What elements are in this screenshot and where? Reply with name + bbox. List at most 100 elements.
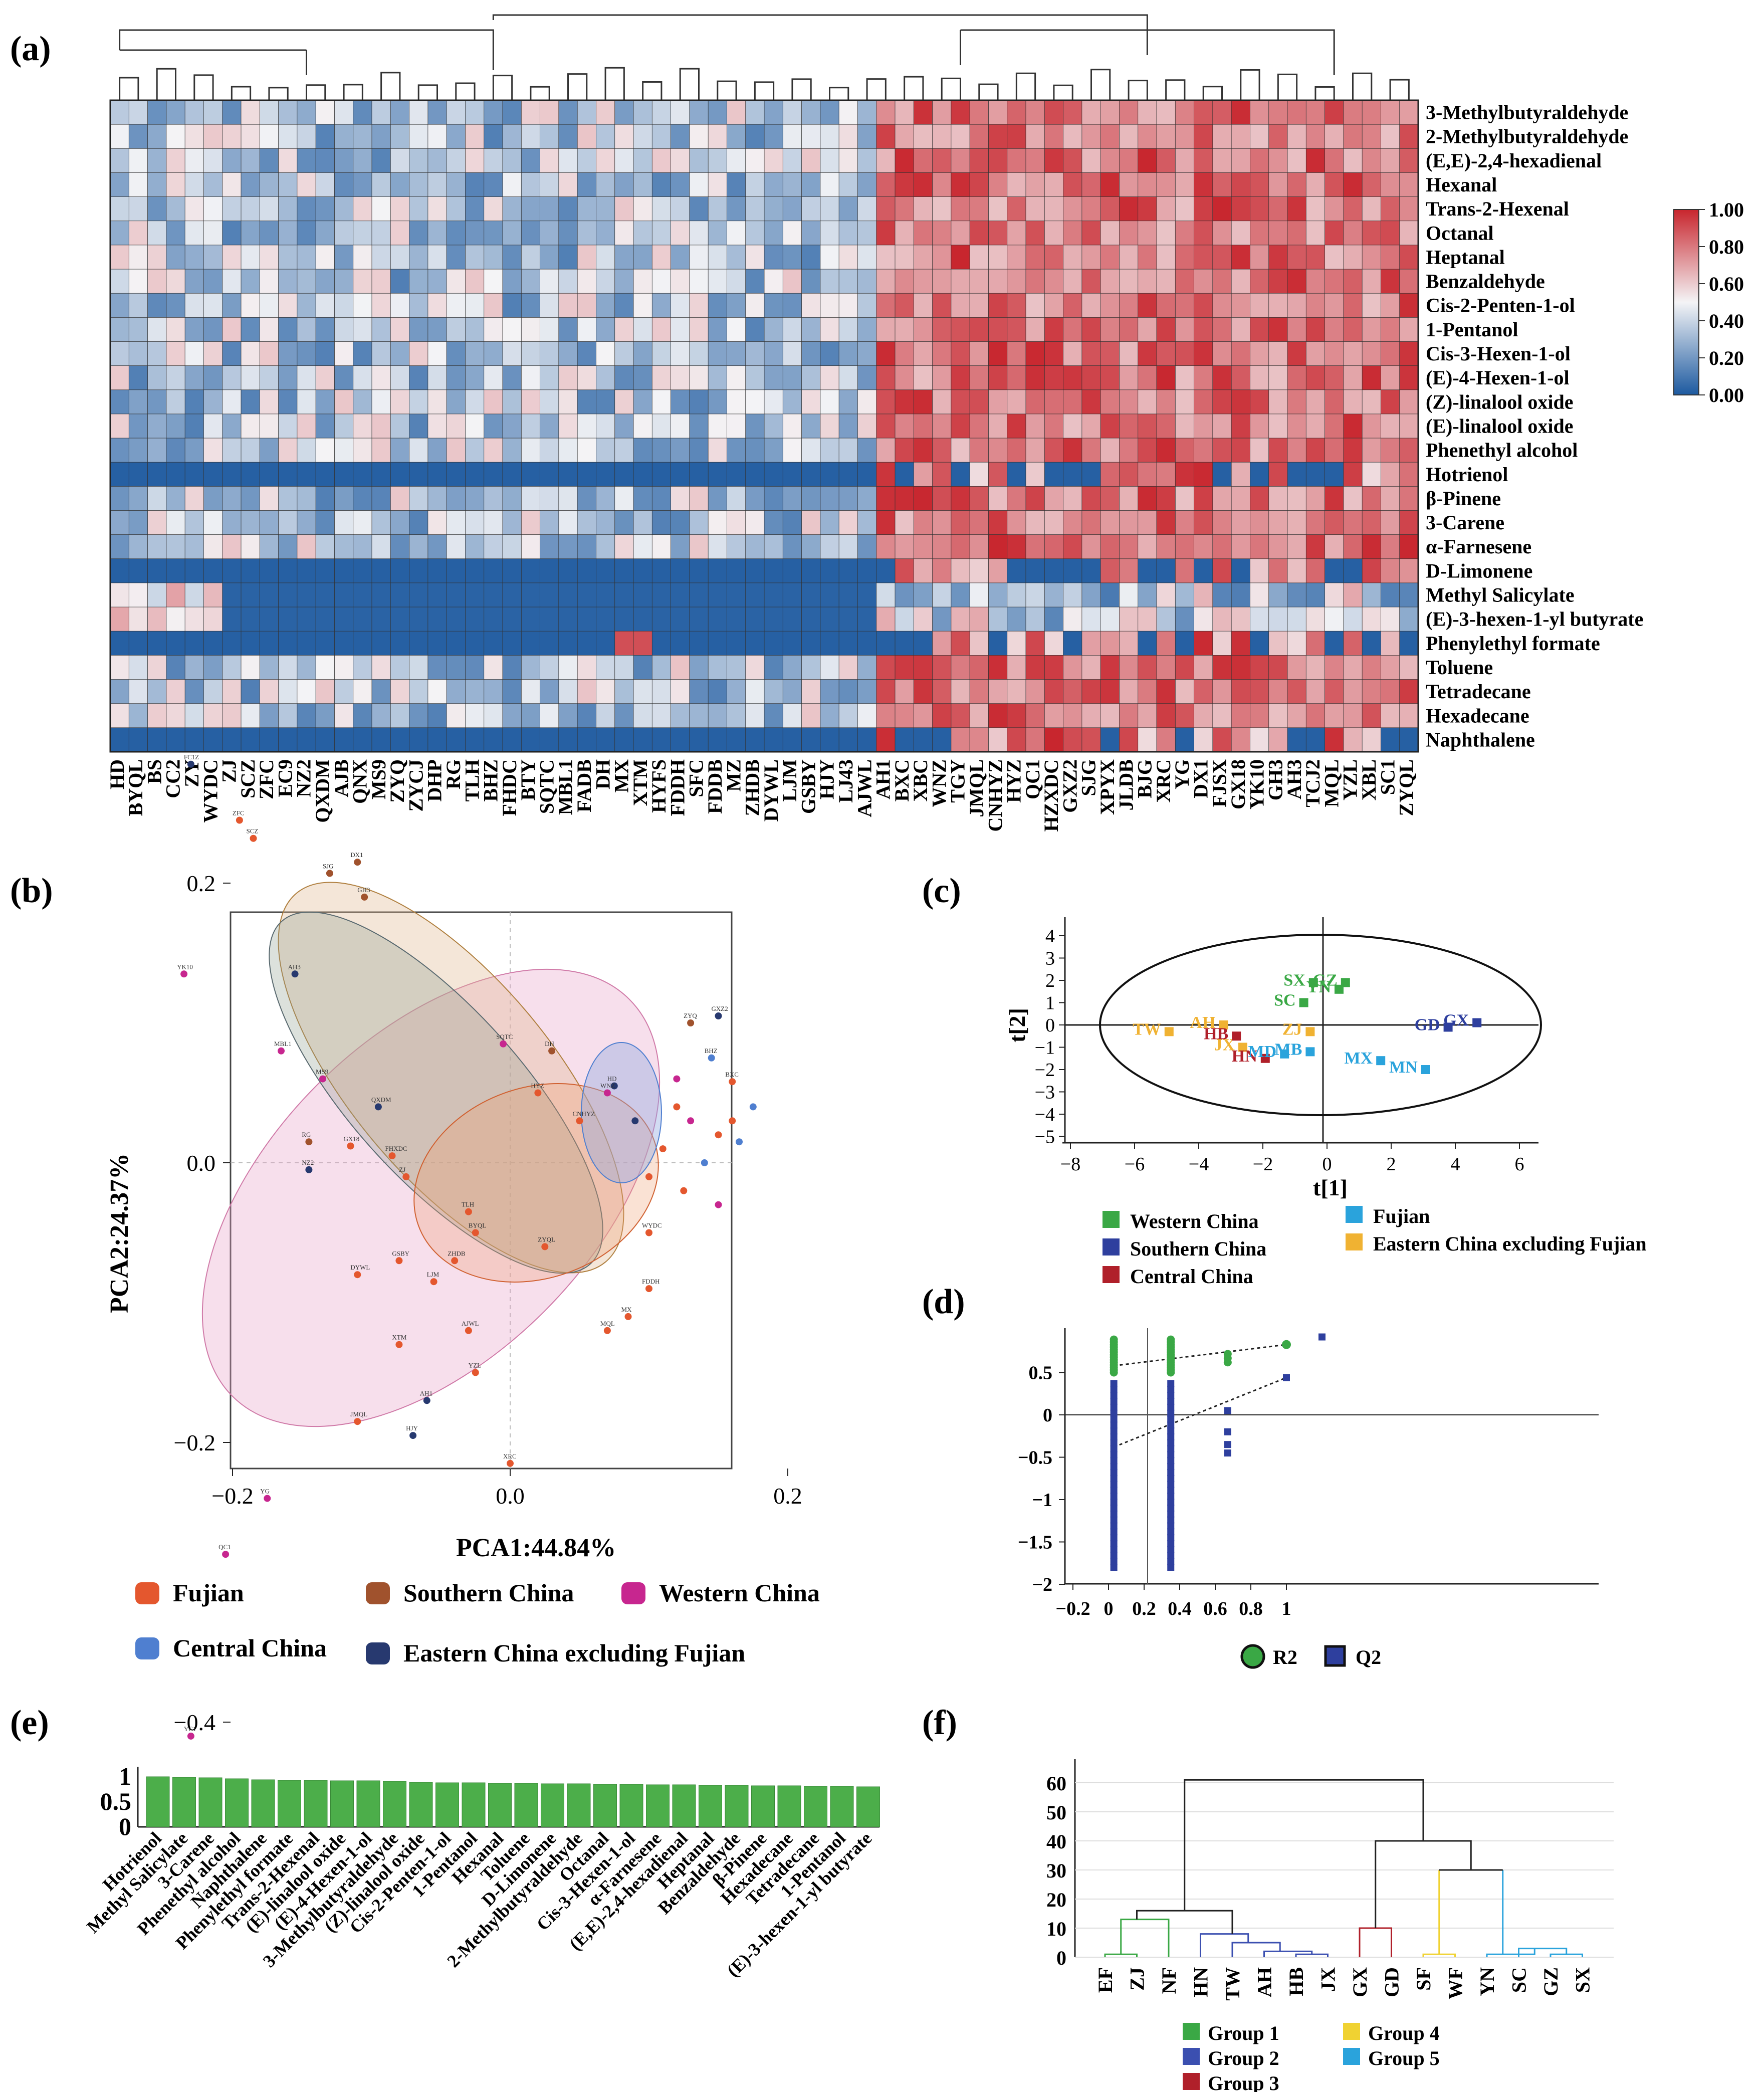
heatmap-cell [745, 558, 765, 583]
heatmap-cell [558, 655, 578, 680]
dend-branch [1200, 1933, 1329, 1957]
heatmap-cell [427, 655, 447, 680]
vip-bar [777, 1785, 801, 1827]
heatmap-cell [1081, 582, 1101, 607]
heatmap-cell [297, 245, 316, 270]
heatmap-cell [465, 317, 485, 342]
opls-point-label: MD [1248, 1042, 1277, 1061]
heatmap-cell [521, 438, 541, 463]
heatmap-cell [988, 703, 1008, 728]
heatmap-cell [596, 582, 615, 607]
heatmap-cell [1362, 462, 1382, 487]
heatmap-cell [278, 172, 298, 197]
heatmap-cell [1194, 172, 1213, 197]
heatmap-cell [876, 727, 896, 752]
heatmap-cell [427, 221, 447, 246]
heatmap-cell [1007, 438, 1026, 463]
heatmap-cell [241, 148, 260, 173]
heatmap-col-label: XBL [1358, 759, 1380, 800]
heatmap-cell [1007, 389, 1026, 414]
heatmap-cell [782, 727, 802, 752]
heatmap-cell [203, 269, 223, 294]
heatmap-cell [708, 413, 728, 439]
heatmap-cell [951, 655, 970, 680]
heatmap-cell [857, 341, 877, 366]
heatmap-cell [521, 655, 541, 680]
pca-point-label: ZYQL [538, 1235, 555, 1243]
heatmap-cell [297, 365, 316, 390]
heatmap-cell [241, 558, 260, 583]
heatmap-cell [203, 245, 223, 270]
heatmap-cell [820, 462, 839, 487]
heatmap-cell [782, 606, 802, 632]
pca-point-label: ZYQ [684, 1012, 697, 1019]
heatmap-cell [521, 389, 541, 414]
heatmap-cell [1231, 631, 1251, 656]
heatmap-cell [540, 631, 559, 656]
heatmap-cell [166, 196, 185, 222]
opls-legend-swatch [1346, 1206, 1363, 1223]
heatmap-cell [484, 438, 503, 463]
heatmap-cell [1138, 534, 1157, 559]
heatmap-cell [895, 510, 914, 535]
heatmap-cell [1156, 317, 1176, 342]
heatmap-cell [353, 679, 372, 704]
heatmap-cell [446, 655, 466, 680]
heatmap-cell [1063, 486, 1082, 511]
heatmap-cell [671, 606, 690, 632]
heatmap-cell [838, 124, 858, 149]
vip-bar [725, 1785, 749, 1827]
heatmap-cell [745, 100, 765, 125]
heatmap-col-label: BYQL [124, 759, 147, 816]
heatmap-cell [521, 341, 541, 366]
heatmap-cell [1156, 510, 1176, 535]
heatmap-cell [820, 606, 839, 632]
heatmap-col-label: YZL [1339, 759, 1362, 800]
heatmap-cell [577, 389, 597, 414]
heatmap-cell [671, 486, 690, 511]
heatmap-cell [876, 655, 896, 680]
heatmap-cell [838, 148, 858, 173]
heatmap-cell [297, 341, 316, 366]
heatmap-cell [876, 172, 896, 197]
heatmap-cell [745, 389, 765, 414]
heatmap-cell [259, 558, 279, 583]
heatmap-cell [278, 389, 298, 414]
heatmap-cell [558, 558, 578, 583]
heatmap-cell [1343, 196, 1363, 222]
heatmap-cell [782, 462, 802, 487]
heatmap-cell [1100, 124, 1120, 149]
panel-label-d: (d) [922, 1283, 965, 1321]
heatmap-cell [932, 631, 952, 656]
heatmap-cell [465, 245, 485, 270]
heatmap-cell [1138, 317, 1157, 342]
heatmap-cell [241, 413, 260, 439]
heatmap-cell [315, 293, 335, 318]
q2-point [1110, 1546, 1118, 1553]
heatmap-cell [222, 486, 242, 511]
heatmap-row-label: (E,E)-2,4-hexadienal [1426, 149, 1602, 172]
heatmap-cell [1007, 172, 1026, 197]
heatmap-cell [1175, 462, 1195, 487]
heatmap-cell [1138, 462, 1157, 487]
q2-point [1110, 1427, 1118, 1435]
opls-point [1238, 1042, 1247, 1052]
heatmap-cell [278, 100, 298, 125]
heatmap-cell [913, 172, 933, 197]
q2-point [1110, 1445, 1118, 1452]
dendrogram-branches [119, 14, 1410, 100]
heatmap-cell [259, 438, 279, 463]
heatmap-cell [446, 438, 466, 463]
heatmap-cell [1268, 269, 1288, 294]
heatmap-cell [259, 148, 279, 173]
heatmap-cell [465, 534, 485, 559]
heatmap-cell [128, 124, 148, 149]
dend-leaf-label: HN [1190, 1967, 1212, 1997]
heatmap-cell [1175, 245, 1195, 270]
heatmap-cell [1100, 389, 1120, 414]
heatmap-cell [147, 582, 167, 607]
heatmap-cell [1399, 124, 1419, 149]
heatmap-cell [633, 413, 652, 439]
heatmap-cell [1287, 389, 1306, 414]
